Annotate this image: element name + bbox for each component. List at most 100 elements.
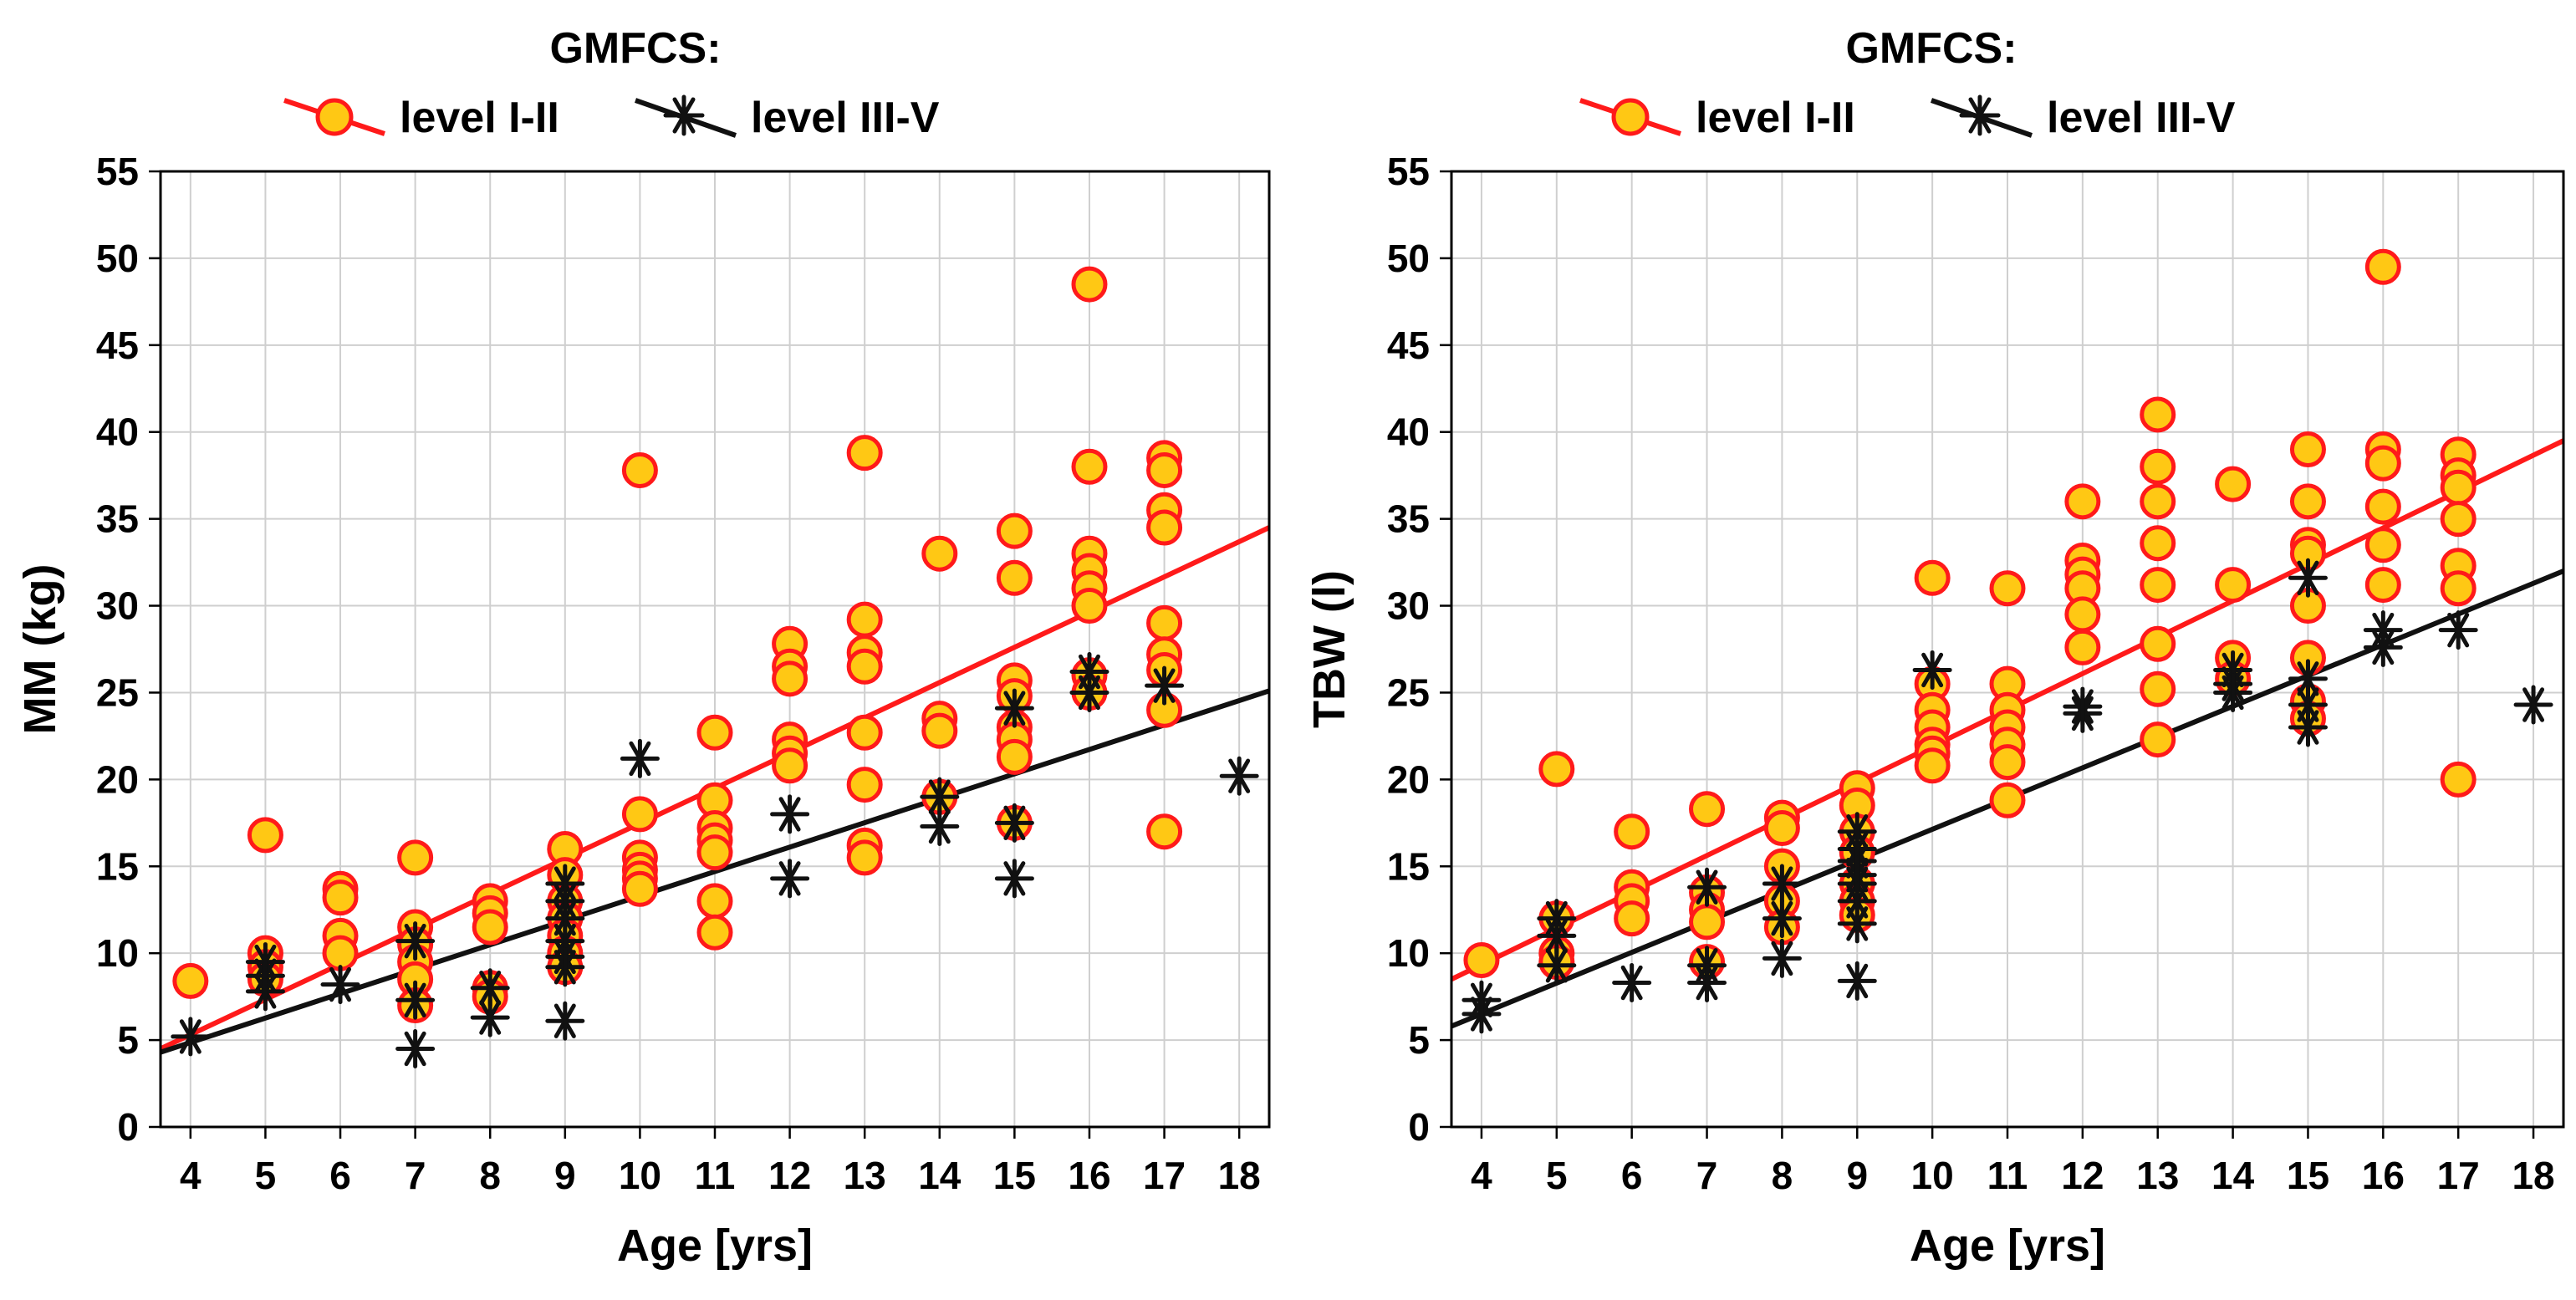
legend-label-level-i-ii: level I-II: [1696, 94, 1855, 142]
y-tick-label: 20: [96, 757, 139, 801]
data-point-level-i-ii: [1763, 810, 1800, 847]
x-tick-label: 14: [2211, 1154, 2255, 1197]
y-tick-label: 20: [1387, 757, 1430, 801]
y-tick-label: 15: [96, 844, 139, 888]
data-point-level-i-ii: [2140, 448, 2176, 485]
data-point-level-i-ii: [1538, 751, 1575, 788]
x-tick-label: 16: [1068, 1154, 1110, 1197]
data-point-level-i-ii: [1146, 509, 1183, 546]
x-tick-label: 13: [2136, 1154, 2179, 1197]
y-tick-label: 10: [96, 931, 139, 975]
data-point-level-i-ii: [2140, 525, 2176, 562]
data-point-level-iii-v: [245, 971, 285, 1012]
y-tick-label: 45: [96, 324, 139, 367]
legend-marker-level-i-ii: [1611, 98, 1650, 136]
legend-title: GMFCS:: [1845, 24, 2017, 73]
legend-marker-level-iii-v: [1959, 94, 2001, 136]
data-point-level-i-ii: [2440, 570, 2477, 607]
data-point-level-i-ii: [921, 535, 958, 572]
x-tick-label: 8: [479, 1154, 501, 1197]
data-point-level-iii-v: [620, 738, 660, 778]
x-tick-label: 6: [1621, 1154, 1643, 1197]
data-point-level-iii-v: [994, 859, 1034, 899]
legend-label-level-iii-v: level III-V: [751, 94, 940, 142]
data-point-level-i-ii: [2064, 483, 2101, 520]
x-tick-label: 4: [180, 1154, 201, 1197]
x-tick-label: 5: [1546, 1154, 1568, 1197]
data-point-level-iii-v: [1069, 672, 1109, 712]
x-tick-label: 15: [993, 1154, 1036, 1197]
legend-marker-level-i-ii: [315, 98, 354, 136]
legend-label-level-iii-v: level III-V: [2047, 94, 2236, 142]
data-point-level-i-ii: [1071, 588, 1108, 625]
data-point-level-i-ii: [846, 435, 883, 472]
x-tick-label: 10: [619, 1154, 661, 1197]
data-point-level-i-ii: [322, 935, 359, 971]
legend: GMFCS: level I-II level III-V: [1579, 24, 2236, 142]
chart-panel-2: 4 5 6 7 8 9 10 11 12 13 14 15 16 17 180510152025303540…: [1304, 24, 2565, 1271]
data-point-level-i-ii: [846, 767, 883, 803]
data-point-level-i-ii: [1071, 448, 1108, 485]
y-tick-label: 35: [1387, 497, 1430, 541]
y-tick-label: 50: [96, 237, 139, 280]
y-tick-label: 5: [1408, 1018, 1430, 1062]
x-tick-label: 12: [768, 1154, 811, 1197]
x-tick-label: 16: [2362, 1154, 2405, 1197]
data-point-level-i-ii: [2215, 567, 2252, 604]
x-tick-label: 13: [844, 1154, 886, 1197]
data-point-level-iii-v: [1762, 864, 1802, 904]
data-point-level-i-ii: [846, 601, 883, 638]
data-point-level-iii-v: [395, 980, 436, 1020]
y-tick-label: 55: [1387, 150, 1430, 193]
data-point-level-iii-v: [1612, 963, 1652, 1003]
x-tick-label: 9: [554, 1154, 576, 1197]
y-tick-label: 10: [1387, 931, 1430, 975]
data-point-level-i-ii: [2440, 501, 2477, 538]
data-point-level-iii-v: [1145, 665, 1185, 706]
x-axis-label: Age [yrs]: [1910, 1221, 2105, 1271]
y-tick-label: 55: [96, 150, 139, 193]
chart-panel-1: 4 5 6 7 8 9 10 11 12 13 14 15 16 17 180510152025303540…: [15, 24, 1271, 1271]
x-tick-label: 4: [1471, 1154, 1492, 1197]
data-point-level-i-ii: [1146, 813, 1183, 850]
data-point-level-iii-v: [1687, 963, 1727, 1003]
data-point-level-iii-v: [920, 806, 960, 846]
data-point-level-i-ii: [2215, 466, 2252, 502]
x-tick-label: 5: [255, 1154, 277, 1197]
data-point-level-i-ii: [621, 870, 658, 907]
data-point-level-iii-v: [1837, 904, 1877, 944]
y-tick-label: 35: [96, 497, 139, 541]
data-point-level-i-ii: [2289, 431, 2326, 468]
data-point-level-iii-v: [1762, 899, 1802, 939]
data-point-level-iii-v: [2513, 685, 2553, 725]
data-point-level-i-ii: [696, 914, 733, 951]
data-point-level-i-ii: [322, 879, 359, 916]
y-tick-label: 50: [1387, 237, 1430, 280]
data-point-level-i-ii: [621, 796, 658, 833]
x-tick-label: 7: [405, 1154, 426, 1197]
data-point-level-iii-v: [1912, 650, 1952, 690]
legend: GMFCS: level I-II level III-V: [283, 24, 940, 142]
y-tick-label: 0: [117, 1105, 139, 1149]
y-tick-label: 30: [1387, 584, 1430, 628]
data-point-level-i-ii: [2140, 483, 2176, 520]
data-point-level-i-ii: [1914, 559, 1951, 596]
data-point-level-i-ii: [696, 714, 733, 751]
data-point-level-i-ii: [247, 817, 283, 854]
data-layer: [161, 266, 1269, 1068]
data-point-level-i-ii: [921, 712, 958, 749]
data-point-level-i-ii: [1071, 266, 1108, 303]
data-point-level-i-ii: [2140, 396, 2176, 433]
x-tick-label: 15: [2287, 1154, 2329, 1197]
data-point-level-i-ii: [2140, 625, 2176, 662]
data-point-level-i-ii: [2289, 483, 2326, 520]
y-tick-label: 25: [96, 670, 139, 714]
x-tick-label: 7: [1696, 1154, 1718, 1197]
x-tick-label: 11: [695, 1154, 736, 1197]
data-point-level-iii-v: [395, 921, 436, 961]
data-point-level-i-ii: [2364, 248, 2401, 285]
data-point-level-i-ii: [772, 660, 809, 697]
data-point-level-i-ii: [1614, 900, 1650, 937]
x-tick-label: 18: [2512, 1154, 2554, 1197]
